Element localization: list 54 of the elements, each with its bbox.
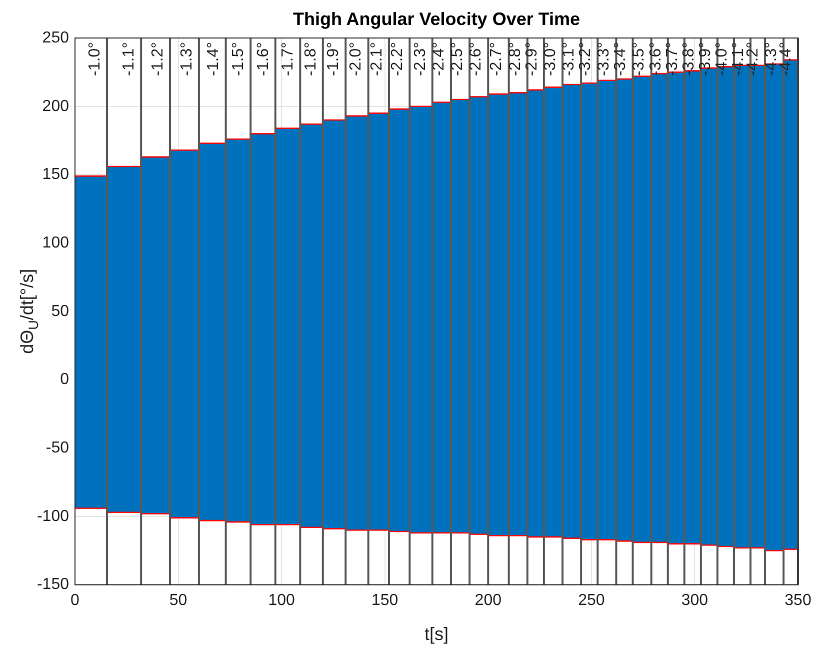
annotation: -2.0° <box>348 42 365 76</box>
annotation: -2.9° <box>523 42 540 76</box>
x-tick-label: 50 <box>169 592 188 609</box>
y-tick-label: -100 <box>36 508 70 525</box>
y-tick-label: -50 <box>46 440 70 457</box>
annotation: -1.9° <box>325 42 342 76</box>
x-tick-label: 350 <box>784 592 812 609</box>
x-tick-label: 150 <box>372 592 398 609</box>
x-tick-label: 100 <box>268 592 296 609</box>
annotation: -2.3° <box>412 42 429 76</box>
annotation: -3.3° <box>596 42 613 76</box>
y-tick-label: 150 <box>42 166 70 184</box>
x-axis-title: t[s] <box>424 624 449 644</box>
annotation: -1.1° <box>120 42 138 76</box>
annotation: -3.4° <box>612 42 630 76</box>
annotation: -4.2° <box>744 42 762 76</box>
annotation: -3.2° <box>577 42 594 76</box>
annotation: -4.0° <box>713 42 730 76</box>
annotation: -4.4° <box>777 42 794 76</box>
annotation: -3.6° <box>647 42 664 76</box>
y-tick-label: 0 <box>60 371 70 388</box>
annotation: -2.8° <box>506 42 524 76</box>
annotation: -3.0° <box>542 42 559 76</box>
annotation: -4.1° <box>730 42 747 76</box>
annotation: -4.3° <box>762 42 780 76</box>
annotation: -3.9° <box>696 42 714 76</box>
annotation: -1.5° <box>230 42 247 76</box>
annotation: -3.8° <box>680 42 698 76</box>
annotation: -2.2° <box>389 42 406 76</box>
y-tick-label: -150 <box>36 576 70 594</box>
x-tick-label: 250 <box>578 592 605 609</box>
annotation: -1.7° <box>280 42 297 76</box>
annotation: -1.0° <box>86 42 104 76</box>
annotation: -1.2° <box>149 42 166 76</box>
annotation: -2.6° <box>468 42 485 76</box>
chart-title: Thigh Angular Velocity Over Time <box>292 8 580 29</box>
y-tick-label: 200 <box>42 98 70 115</box>
annotation: -1.8° <box>302 42 320 76</box>
y-axis-title: dΘU/dt[°/s] <box>16 268 42 354</box>
annotation: -2.5° <box>448 42 466 76</box>
annotation: -1.6° <box>254 42 272 76</box>
annotation: -3.1° <box>560 42 578 76</box>
y-tick-label: 100 <box>42 234 70 252</box>
annotation: -2.4° <box>430 42 448 76</box>
x-tick-label: 300 <box>681 592 708 609</box>
annotation: -1.3° <box>178 42 196 76</box>
annotation: -3.5° <box>630 42 648 76</box>
annotation: -2.1° <box>368 42 386 76</box>
annotation: -3.7° <box>664 42 681 76</box>
annotation: -2.7° <box>488 42 506 76</box>
annotation: -1.4° <box>205 42 222 76</box>
y-tick-label: 50 <box>51 302 70 320</box>
y-tick-label: 250 <box>42 29 70 46</box>
x-tick-label: 200 <box>474 592 502 609</box>
